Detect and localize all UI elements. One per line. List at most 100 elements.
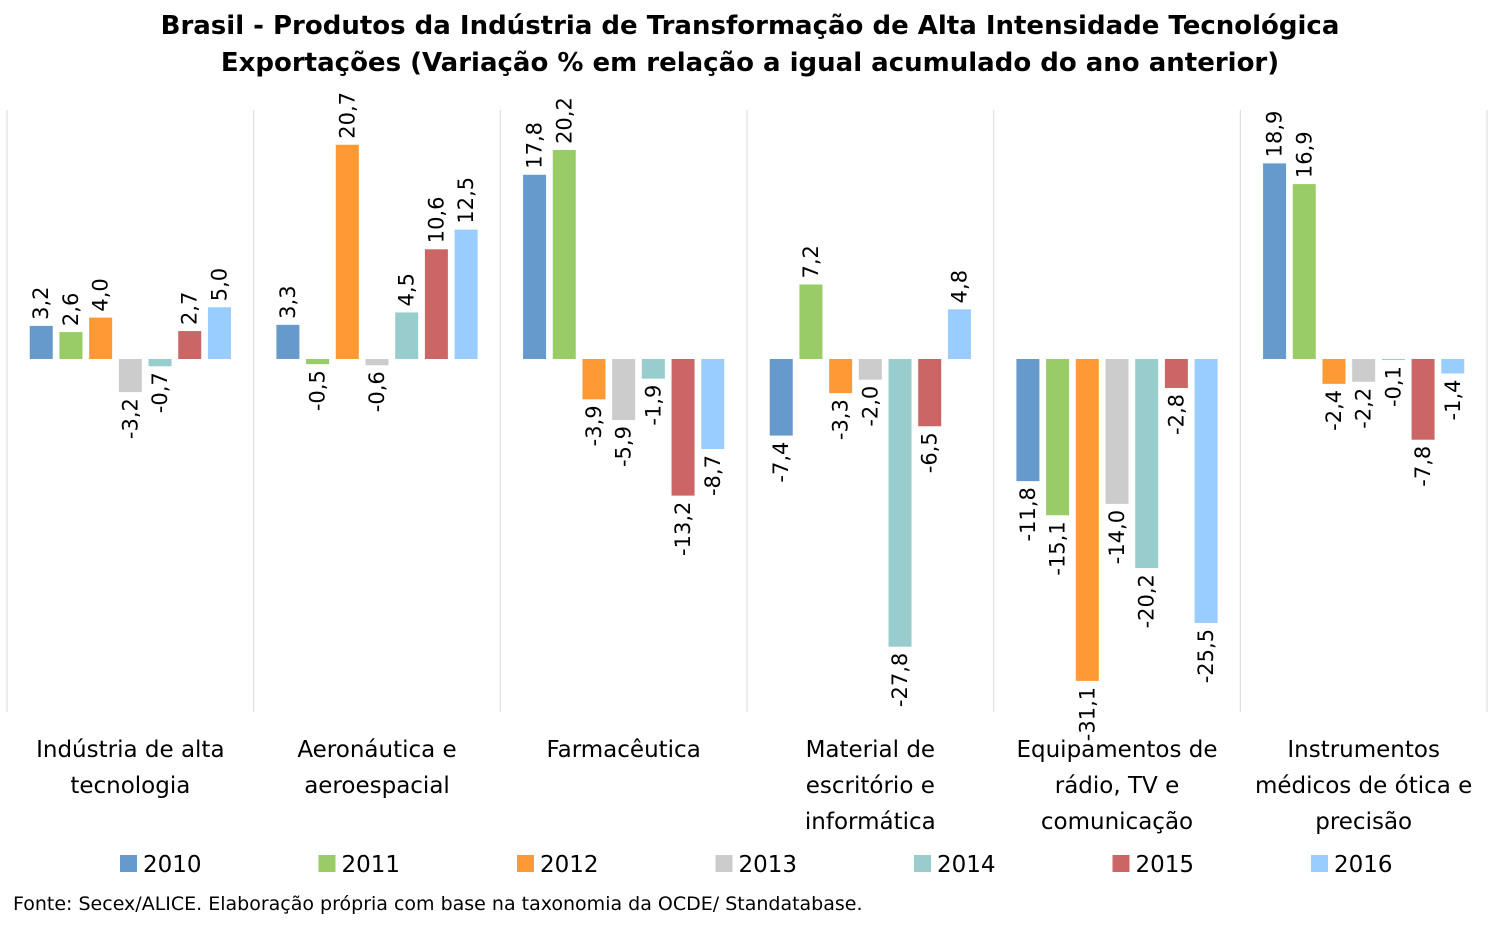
- value-label: 16,9: [1292, 131, 1316, 178]
- bar-2013-cat-2: [365, 359, 389, 366]
- legend-item-2014: 2014: [914, 852, 996, 878]
- value-label: 5,0: [207, 268, 231, 301]
- bar-2016-cat-2: [454, 229, 478, 359]
- category-label: Material de escritório e informática: [805, 737, 936, 835]
- legend-item-2010: 2010: [120, 852, 202, 878]
- bar-2010-cat-3: [523, 174, 547, 359]
- bar-2012-cat-2: [335, 144, 359, 359]
- value-label: -11,8: [1016, 487, 1040, 541]
- bar-2011-cat-2: [306, 359, 330, 365]
- bar-2013-cat-4: [858, 359, 882, 380]
- value-label: -7,8: [1411, 446, 1435, 487]
- legend-item-2015: 2015: [1112, 852, 1195, 878]
- legend-swatch: [517, 855, 534, 872]
- legend-label: 2012: [540, 852, 599, 878]
- bar-2016-cat-5: [1194, 359, 1218, 623]
- category-label: Equipamentos de rádio, TV e comunicação: [1016, 737, 1217, 835]
- value-label: 4,0: [89, 278, 113, 311]
- category-label: Instrumentos médicos de ótica e precisão: [1255, 737, 1472, 835]
- legend-item-2012: 2012: [517, 852, 599, 878]
- value-label: 17,8: [523, 122, 547, 169]
- bar-2012-cat-3: [582, 359, 606, 400]
- chart-subtitle: Exportações (Variação % em relação a igu…: [220, 48, 1280, 78]
- value-label: -1,9: [641, 385, 665, 426]
- bar-2010-cat-4: [769, 359, 793, 436]
- bar-2012-cat-5: [1075, 359, 1099, 681]
- legend-label: 2013: [739, 852, 798, 878]
- bar-2010-cat-5: [1016, 359, 1040, 482]
- bar-2012-cat-6: [1322, 359, 1346, 384]
- category-dividers: [6, 110, 1488, 712]
- value-label: -8,7: [701, 455, 725, 496]
- value-label: -27,8: [888, 653, 912, 707]
- legend-label: 2011: [342, 852, 401, 878]
- chart-title: Brasil - Produtos da Indústria de Transf…: [0, 8, 1500, 82]
- bar-2012-cat-1: [89, 317, 113, 359]
- bar-2016-cat-6: [1441, 359, 1465, 374]
- category-label: Farmacêutica: [547, 737, 701, 763]
- value-label: 4,8: [947, 270, 971, 303]
- bar-2014-cat-1: [148, 359, 172, 367]
- legend-swatch: [318, 855, 336, 872]
- bars-group: [29, 144, 1465, 681]
- value-label: -2,4: [1322, 390, 1346, 431]
- bar-2011-cat-3: [552, 149, 576, 359]
- bar-2010-cat-1: [29, 325, 53, 359]
- value-label: 20,7: [335, 92, 359, 139]
- value-label: -0,7: [148, 372, 172, 413]
- value-label: 20,2: [552, 97, 576, 144]
- bar-2011-cat-4: [799, 284, 823, 359]
- value-label: 3,3: [276, 285, 300, 318]
- bar-2015-cat-5: [1164, 359, 1188, 388]
- legend-label: 2015: [1136, 852, 1195, 878]
- bar-2013-cat-6: [1352, 359, 1376, 382]
- value-label: 7,2: [799, 245, 823, 278]
- bar-2015-cat-2: [424, 249, 448, 359]
- value-label: 3,2: [29, 286, 53, 319]
- bar-2013-cat-1: [118, 359, 142, 393]
- legend-item-2011: 2011: [318, 852, 401, 878]
- bar-2012-cat-4: [829, 359, 853, 394]
- bar-2015-cat-3: [671, 359, 695, 496]
- bar-2014-cat-6: [1381, 359, 1405, 361]
- legend-item-2016: 2016: [1311, 852, 1393, 878]
- category-labels-group: Indústria de alta tecnologia Aeronáutica e…: [36, 737, 1472, 835]
- bar-2010-cat-2: [276, 324, 300, 359]
- value-label: -5,9: [612, 426, 636, 467]
- value-label: -1,4: [1441, 379, 1465, 420]
- value-label: -0,1: [1381, 366, 1405, 407]
- value-label: -2,2: [1352, 388, 1376, 429]
- value-label: -3,9: [582, 405, 606, 446]
- value-label: -2,8: [1164, 394, 1188, 435]
- bar-2011-cat-1: [59, 332, 83, 359]
- legend-swatch: [120, 855, 137, 872]
- source-note: Fonte: Secex/ALICE. Elaboração própria c…: [13, 893, 863, 915]
- bar-2014-cat-3: [641, 359, 665, 379]
- value-label: 2,7: [178, 292, 202, 325]
- chart-title-line1: Brasil - Produtos da Indústria de Transf…: [160, 11, 1340, 41]
- value-label: 12,5: [454, 177, 478, 224]
- bar-2011-cat-5: [1046, 359, 1070, 516]
- bar-2015-cat-6: [1411, 359, 1435, 440]
- bar-2014-cat-4: [888, 359, 912, 647]
- value-label: -6,5: [918, 432, 942, 473]
- legend-label: 2016: [1334, 852, 1393, 878]
- legend-swatch: [1311, 855, 1328, 872]
- bar-2016-cat-3: [701, 359, 725, 450]
- value-label: -31,1: [1075, 687, 1099, 741]
- legend-label: 2010: [143, 852, 202, 878]
- bar-2014-cat-5: [1135, 359, 1159, 569]
- value-label: -15,1: [1046, 521, 1070, 575]
- value-label: 2,6: [59, 293, 83, 326]
- value-labels-group: 3,2 3,3 17,8 -7,4 -11,8 18,9 2,6 -0,5 20,2 7,2 -15…: [29, 92, 1465, 741]
- legend-item-2013: 2013: [715, 852, 798, 878]
- value-label: 18,9: [1263, 111, 1287, 158]
- value-label: -0,5: [306, 370, 330, 411]
- value-label: -7,4: [769, 442, 793, 483]
- value-label: 4,5: [395, 273, 419, 306]
- bar-2013-cat-5: [1105, 359, 1129, 504]
- value-label: -3,2: [118, 398, 142, 439]
- bar-2015-cat-4: [918, 359, 942, 427]
- bar-2016-cat-4: [947, 309, 971, 359]
- value-label: -25,5: [1194, 629, 1218, 683]
